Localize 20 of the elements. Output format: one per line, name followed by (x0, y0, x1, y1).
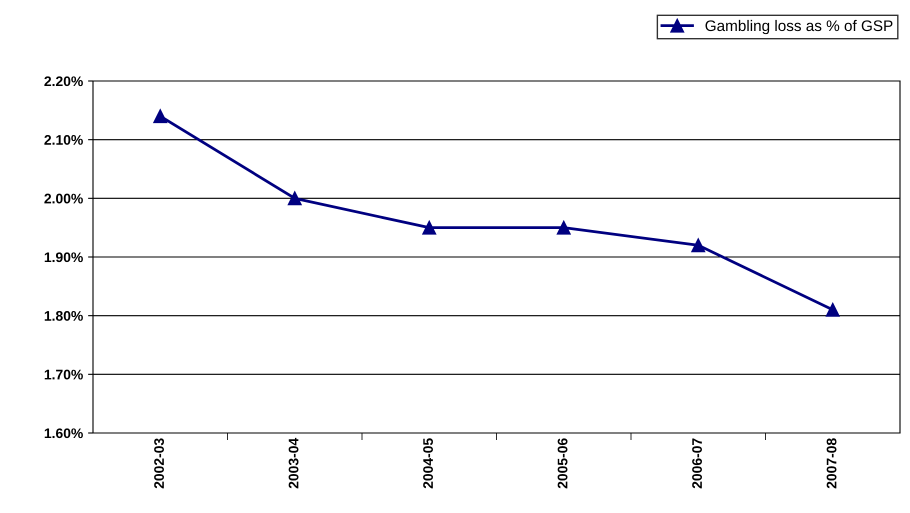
point (288, 191, 302, 206)
point (691, 238, 706, 252)
point (556, 220, 571, 235)
y-tick-label: 2.20% (44, 76, 83, 86)
legend-label: Gambling loss as % of GSP (706, 20, 892, 34)
point (422, 220, 436, 235)
point (153, 109, 168, 124)
y-tick-label: 1.60% (44, 428, 83, 438)
y-tick-label: 1.90% (44, 252, 83, 262)
x-tick-label: 2004-05 (423, 438, 433, 488)
x-tick-label: 2006-07 (692, 438, 702, 488)
x-tick-label: 2005-06 (558, 438, 568, 488)
y-tick-label: 1.80% (44, 311, 83, 321)
y-tick-label: 1.70% (44, 370, 83, 380)
point (826, 302, 840, 317)
x-tick-label: 2007-08 (826, 438, 836, 488)
x-tick-label: 2003-04 (288, 438, 298, 488)
x-tick-label: 2002-03 (154, 438, 164, 488)
y-tick-label: 2.00% (44, 194, 83, 204)
y-tick-label: 2.10% (44, 135, 83, 145)
